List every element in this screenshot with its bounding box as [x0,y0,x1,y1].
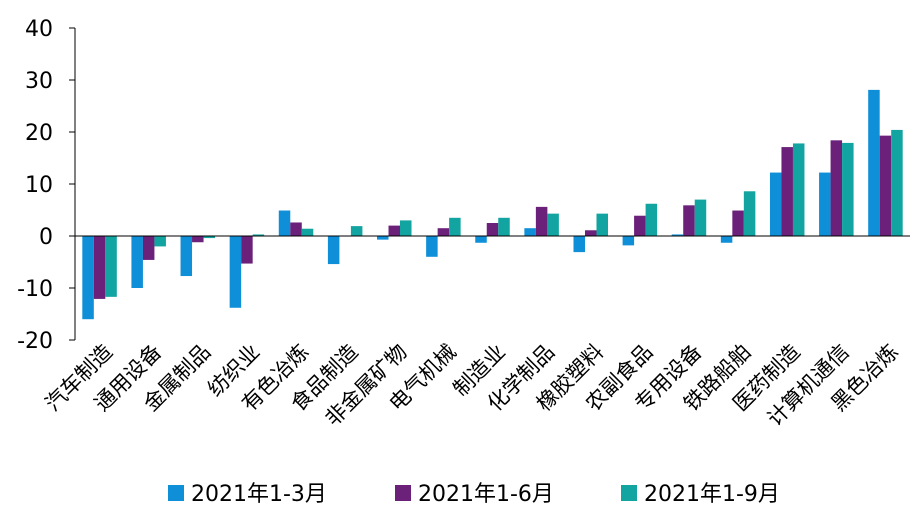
bar-2-9 [486,223,499,236]
bar-1-12 [622,236,635,246]
bar-2-5 [290,222,302,236]
bar-3-1 [105,236,117,297]
bar-2-12 [634,215,646,236]
bar-2-8 [437,228,450,236]
bar-2-13 [683,205,695,236]
bar-3-16 [842,142,854,236]
bar-1-9 [475,236,487,243]
bar-1-16 [819,172,831,236]
bar-2-14 [732,210,744,236]
bar-1-8 [426,236,438,257]
bar-1-4 [229,236,242,308]
bar-2-15 [781,147,793,236]
y-tick-label: 0 [39,225,53,250]
bar-3-5 [301,228,314,236]
bar-2-11 [584,230,597,236]
bar-2-16 [830,140,843,236]
bar-2-1 [93,236,106,299]
bar-1-1 [82,236,94,320]
bar-1-2 [131,236,143,288]
y-tick-label: 20 [25,121,53,146]
bar-3-12 [645,203,658,236]
bar-1-7 [377,236,389,240]
bar-1-6 [327,236,340,265]
y-tick-label: -10 [17,277,53,302]
bar-3-14 [743,191,756,236]
legend-swatch [621,485,637,501]
y-tick-label: 30 [25,69,53,94]
bar-3-7 [400,220,412,236]
bar-1-10 [524,228,536,236]
y-tick-label: 40 [25,17,53,42]
bar-2-17 [879,135,892,236]
bar-3-9 [498,217,510,236]
legend-label: 2021年1-3月 [191,482,327,507]
bar-2-2 [142,236,155,260]
legend-swatch [168,485,184,501]
bar-3-17 [891,129,903,236]
legend: 2021年1-3月 2021年1-6月 2021年1-9月 [168,482,780,507]
bar-1-3 [180,236,193,277]
bar-3-15 [792,143,805,236]
y-tick-label: -20 [17,329,53,354]
bar-3-10 [547,213,559,236]
bars [82,89,903,320]
bar-3-8 [449,217,461,236]
bar-2-3 [192,236,204,243]
y-tick-label: 10 [25,173,53,198]
bar-2-10 [535,206,548,236]
bar-3-6 [350,226,363,236]
bar-3-13 [694,199,707,236]
y-axis: 40 30 20 10 0 -10 -20 [17,17,76,354]
bar-3-4 [252,234,265,236]
bar-2-4 [241,236,253,264]
legend-label: 2021年1-6月 [418,482,554,507]
bar-3-3 [203,236,216,239]
bar-1-17 [868,89,880,236]
legend-label: 2021年1-9月 [644,482,780,507]
bar-3-2 [154,236,166,247]
bar-2-7 [388,225,401,236]
bar-1-14 [720,236,733,243]
x-axis: 汽车制造通用设备金属制品纺织业有色冶炼食品制造非金属矿物电气机械制造业化学制品橡… [41,235,910,431]
bar-1-5 [278,210,291,236]
legend-swatch [395,485,411,501]
bar-1-15 [769,172,782,236]
bar-1-11 [573,236,585,253]
bar-3-11 [596,213,608,236]
bar-1-13 [671,234,684,236]
